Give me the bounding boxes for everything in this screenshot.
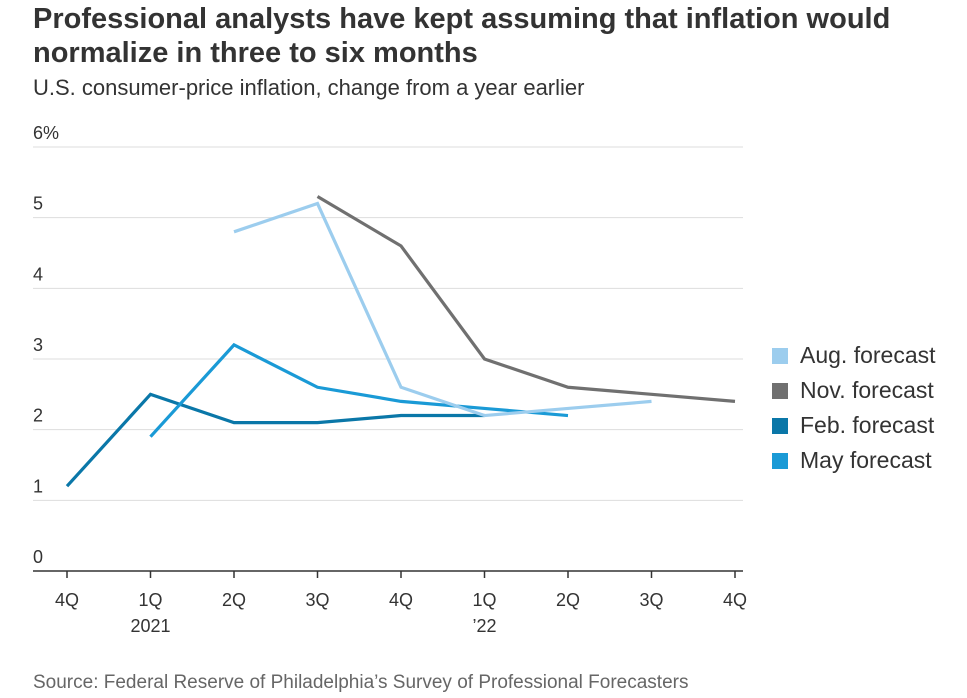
legend-item: Aug. forecast (772, 338, 936, 373)
y-tick-label: 2 (33, 406, 43, 426)
x-tick-label: 3Q (305, 590, 329, 610)
legend-swatch (772, 452, 788, 469)
x-tick-label: 1Q (472, 590, 496, 610)
chart-title: Professional analysts have kept assuming… (33, 3, 891, 69)
chart-subtitle: U.S. consumer-price inflation, change fr… (33, 75, 585, 100)
series-line-aug-forecast (233, 201, 652, 418)
series-lines (65, 195, 736, 488)
x-tick-label: 4Q (723, 590, 747, 610)
y-tick-label: 1 (33, 476, 43, 496)
y-tick-label: 4 (33, 264, 43, 284)
x-tick-sublabel: ’22 (472, 616, 496, 636)
x-axis-ticks: 4Q 1Q 2021 2Q 3Q 4Q 1Q ’22 2Q 3Q 4Q (55, 571, 747, 636)
legend-swatch (772, 347, 788, 364)
chart-source: Source: Federal Reserve of Philadelphia’… (33, 672, 689, 693)
series-line-feb-forecast (65, 392, 485, 488)
x-tick-label: 4Q (55, 590, 79, 610)
legend-swatch (772, 417, 788, 434)
legend-label: May forecast (800, 447, 932, 473)
legend-item: Nov. forecast (772, 373, 936, 408)
legend-item: May forecast (772, 443, 936, 478)
legend-label: Aug. forecast (800, 342, 936, 368)
y-tick-label: 0 (33, 547, 43, 567)
legend-item: Feb. forecast (772, 408, 936, 443)
x-tick-label: 2Q (556, 590, 580, 610)
series-line-may-forecast (149, 342, 569, 438)
y-axis-ticks: 0 1 2 3 4 5 6% (33, 123, 59, 567)
y-tick-label: 6% (33, 123, 59, 143)
x-tick-label: 3Q (639, 590, 663, 610)
x-tick-sublabel: 2021 (130, 616, 170, 636)
series-line-nov-forecast (316, 195, 736, 403)
legend-swatch (772, 382, 788, 399)
y-tick-label: 5 (33, 194, 43, 214)
legend-label: Feb. forecast (800, 412, 935, 438)
x-tick-label: 2Q (222, 590, 246, 610)
y-tick-label: 3 (33, 335, 43, 355)
legend-label: Nov. forecast (800, 377, 934, 403)
x-tick-label: 1Q (138, 590, 162, 610)
chart-legend: Aug. forecast Nov. forecast Feb. forecast M… (772, 338, 936, 478)
x-tick-label: 4Q (389, 590, 413, 610)
